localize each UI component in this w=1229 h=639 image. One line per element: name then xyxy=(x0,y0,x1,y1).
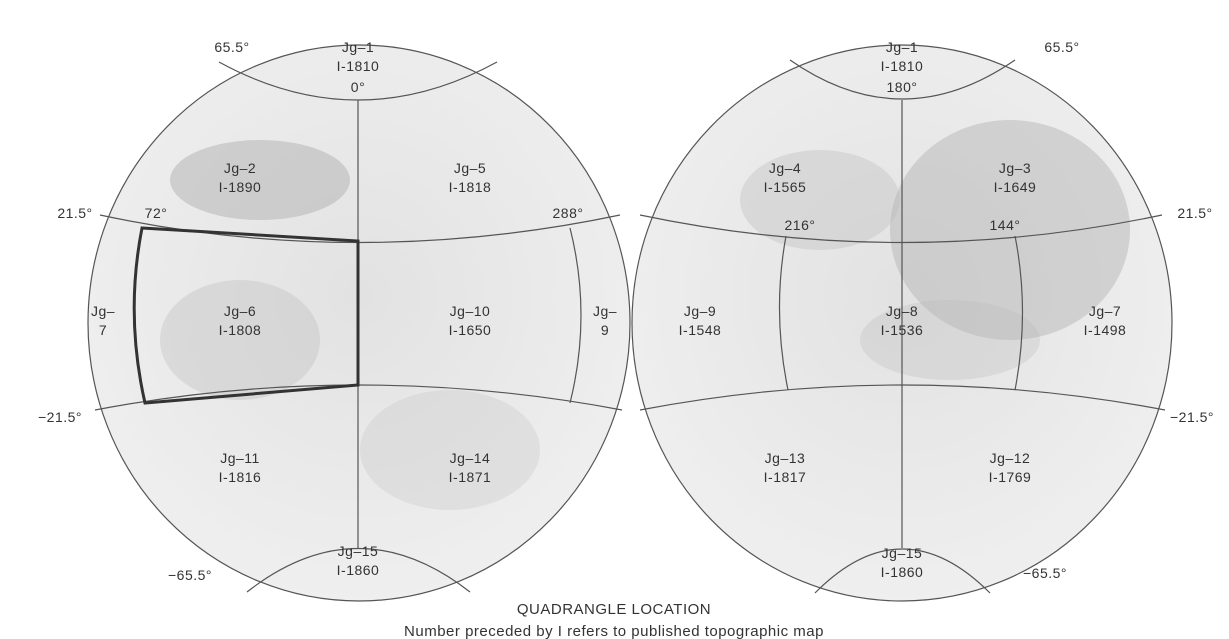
quadrangle-line: Jg–8 xyxy=(886,303,918,319)
quadrangle-line: I-1816 xyxy=(219,469,262,485)
quadrangle-label: Jg–8 I-1536 xyxy=(881,303,924,338)
latitude-label: −21.5° xyxy=(38,409,82,425)
latitude-label: 21.5° xyxy=(57,205,92,221)
quadrangle-line: Jg–3 xyxy=(999,160,1031,176)
quadrangle-line: Jg–11 xyxy=(220,450,260,466)
quadrangle-label: Jg–9 I-1548 xyxy=(679,303,722,338)
quadrangle-label: Jg–4 I-1565 xyxy=(764,160,807,195)
quadrangle-label: Jg–6 I-1808 xyxy=(219,303,262,338)
quadrangle-label: Jg–12 I-1769 xyxy=(989,450,1032,485)
quadrangle-line: Jg–1 xyxy=(886,39,918,55)
caption-note: Number preceded by I refers to published… xyxy=(404,623,824,639)
quadrangle-line: Jg–1 xyxy=(342,39,374,55)
longitude-label: 216° xyxy=(785,217,816,233)
quadrangle-line: Jg– xyxy=(593,303,617,319)
quadrangle-label: Jg–14 I-1871 xyxy=(449,450,492,485)
quadrangle-line: Jg–13 xyxy=(765,450,806,466)
quadrangle-line: I-1649 xyxy=(994,179,1037,195)
right-globe-shape xyxy=(631,44,1173,602)
quadrangle-line: I-1860 xyxy=(881,564,924,580)
longitude-label: 72° xyxy=(145,205,168,221)
quadrangle-line: Jg–4 xyxy=(769,160,801,176)
longitude-label: 0° xyxy=(351,79,365,95)
quadrangle-line: I-1536 xyxy=(881,322,924,338)
quadrangle-label: Jg–10 I-1650 xyxy=(449,303,492,338)
quadrangle-line: I-1810 xyxy=(881,58,924,74)
latitude-label: 65.5° xyxy=(1044,39,1079,55)
quadrangle-line: Jg–10 xyxy=(450,303,491,319)
quadrangle-line: I-1650 xyxy=(449,322,492,338)
quadrangle-line: Jg–7 xyxy=(1089,303,1121,319)
quadrangle-line: Jg–14 xyxy=(450,450,491,466)
longitude-label: 288° xyxy=(553,205,584,221)
quadrangle-line: 9 xyxy=(601,322,609,338)
caption-title: QUADRANGLE LOCATION xyxy=(517,601,711,618)
quadrangle-line: Jg–9 xyxy=(684,303,716,319)
quadrangle-label: Jg–3 I-1649 xyxy=(994,160,1037,195)
quadrangle-line: I-1548 xyxy=(679,322,722,338)
quadrangle-label: Jg–1 I-1810 xyxy=(337,39,380,74)
quadrangle-line: I-1860 xyxy=(337,562,380,578)
latitude-label: −65.5° xyxy=(1023,565,1067,581)
left-globe-shape xyxy=(87,44,631,602)
latitude-label: 65.5° xyxy=(214,39,249,55)
quadrangle-line: Jg–2 xyxy=(224,160,256,176)
latitude-label: 21.5° xyxy=(1177,205,1212,221)
quadrangle-line: Jg–12 xyxy=(990,450,1031,466)
quadrangle-line: I-1565 xyxy=(764,179,807,195)
quadrangle-line: I-1808 xyxy=(219,322,262,338)
latitude-label: −65.5° xyxy=(168,567,212,583)
quadrangle-label: Jg–2 I-1890 xyxy=(219,160,262,195)
quadrangle-label: Jg– 7 xyxy=(91,303,115,338)
quadrangle-label: Jg–1 I-1810 xyxy=(881,39,924,74)
quadrangle-label: Jg–5 I-1818 xyxy=(449,160,492,195)
quadrangle-line: Jg–5 xyxy=(454,160,486,176)
quadrangle-line: Jg–15 xyxy=(882,545,923,561)
quadrangle-label: Jg– 9 xyxy=(593,303,617,338)
quadrangle-label: Jg–11 I-1816 xyxy=(219,450,262,485)
quadrangle-line: 7 xyxy=(99,322,107,338)
quadrangle-line: I-1810 xyxy=(337,58,380,74)
quadrangle-line: Jg–15 xyxy=(338,543,379,559)
longitude-label: 180° xyxy=(887,79,918,95)
quadrangle-label: Jg–7 I-1498 xyxy=(1084,303,1127,338)
quadrangle-line: I-1890 xyxy=(219,179,262,195)
quadrangle-label: Jg–15 I-1860 xyxy=(881,545,924,580)
quadrangle-label: Jg–13 I-1817 xyxy=(764,450,807,485)
quadrangle-line: Jg–6 xyxy=(224,303,256,319)
latitude-label: −21.5° xyxy=(1170,409,1214,425)
quadrangle-line: I-1871 xyxy=(449,469,492,485)
quadrangle-line: I-1769 xyxy=(989,469,1032,485)
quadrangle-line: I-1817 xyxy=(764,469,807,485)
quadrangle-line: I-1818 xyxy=(449,179,492,195)
quadrangle-label: Jg–15 I-1860 xyxy=(337,543,380,578)
quadrangle-line: I-1498 xyxy=(1084,322,1127,338)
longitude-label: 144° xyxy=(990,217,1021,233)
quadrangle-line: Jg– xyxy=(91,303,115,319)
